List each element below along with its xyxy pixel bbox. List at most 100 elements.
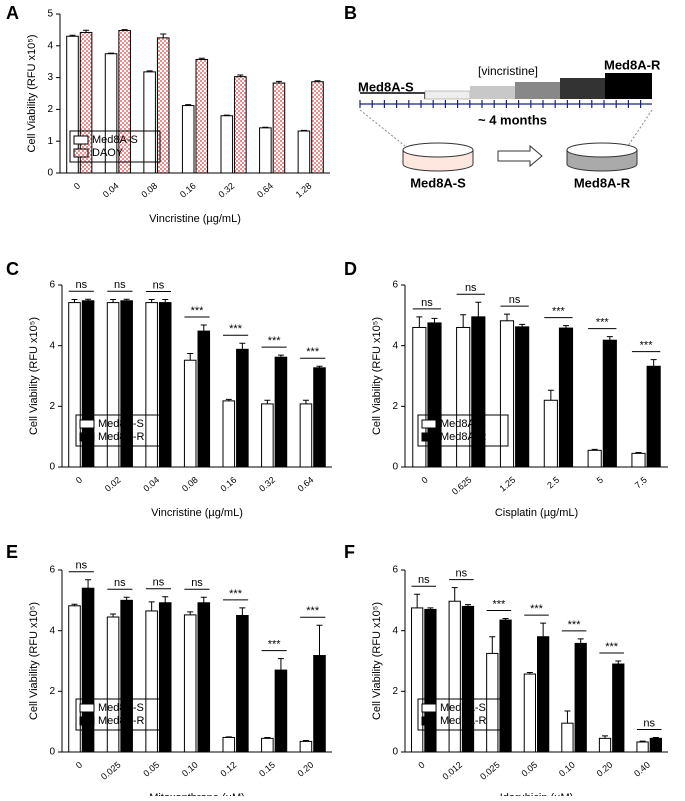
bar <box>261 737 274 753</box>
legend-box <box>75 698 167 731</box>
x-tick-label: 0 <box>74 760 84 771</box>
error-bar <box>302 739 309 742</box>
bar <box>81 300 95 468</box>
error-bar <box>110 299 117 303</box>
bar <box>424 608 437 753</box>
error-bar <box>300 129 307 132</box>
y-tick-label: 4 <box>49 625 55 636</box>
bar <box>158 302 172 468</box>
bar <box>587 449 602 468</box>
bar <box>313 367 326 468</box>
error-bar <box>162 299 169 303</box>
bar <box>313 655 326 753</box>
error-bar <box>146 70 153 72</box>
error-bar <box>277 658 284 671</box>
significance-label: ns <box>421 297 433 309</box>
significance-label: ns <box>153 577 165 589</box>
y-axis-label: Cell Viability (RFU x10⁵) <box>28 317 40 435</box>
error-bar <box>200 596 207 603</box>
error-bar <box>519 323 526 327</box>
x-tick-label: 0.12 <box>219 760 239 779</box>
y-tick-label: 2 <box>49 686 55 697</box>
significance-label: *** <box>306 346 320 358</box>
y-axis-label: Cell Viability (RFU x10⁵) <box>28 602 40 720</box>
bar <box>261 403 274 468</box>
stair <box>605 73 652 99</box>
stair <box>424 90 471 100</box>
y-tick-label: 0 <box>49 747 55 758</box>
bar <box>558 327 574 468</box>
error-bar <box>110 613 117 618</box>
error-bar <box>564 710 571 724</box>
legend-label: Med8A-S <box>98 702 144 714</box>
bar <box>299 403 313 468</box>
legend-box <box>75 414 167 447</box>
diagram-label: ~ 4 months <box>478 112 547 127</box>
y-tick-label: 0 <box>392 462 398 473</box>
arrow <box>497 144 543 168</box>
significance-label: *** <box>552 306 566 318</box>
bar <box>236 348 249 468</box>
bar <box>156 37 170 174</box>
error-bar <box>602 735 609 739</box>
error-bar <box>185 104 192 106</box>
diagram-label: Med8A-R <box>574 175 631 190</box>
legend-swatch <box>421 419 437 429</box>
error-bar <box>652 736 659 739</box>
y-axis-label: Cell Viability (RFU x10⁵) <box>371 602 383 720</box>
error-bar <box>650 359 657 367</box>
y-tick-label: 2 <box>392 686 398 697</box>
legend-label: Med8A-R <box>440 715 487 727</box>
x-tick-label: 0.40 <box>632 760 652 779</box>
legend-label: Med8A-S <box>440 418 486 430</box>
stair <box>515 82 560 99</box>
legend-swatch <box>421 716 437 726</box>
error-bar <box>71 603 78 606</box>
bar <box>272 82 286 174</box>
error-bar <box>223 114 230 116</box>
y-tick-label: 2 <box>49 401 55 412</box>
x-tick-label: 0.64 <box>296 475 316 494</box>
x-tick-label: 0.32 <box>257 475 277 494</box>
error-bar <box>427 607 434 610</box>
error-bar <box>414 593 421 608</box>
x-tick-label: 0.16 <box>219 475 239 494</box>
x-tick-label: 0.025 <box>99 760 123 782</box>
y-tick-label: 0 <box>47 168 53 179</box>
error-bar <box>562 325 569 329</box>
x-tick-label: 0.10 <box>557 760 577 779</box>
error-bar <box>83 29 90 33</box>
panel-label: E <box>6 542 18 562</box>
x-tick-label: 2.5 <box>545 475 561 491</box>
error-bar <box>314 80 321 82</box>
significance-label: ns <box>418 574 430 586</box>
bar <box>183 614 197 753</box>
error-bar <box>237 74 244 77</box>
legend-box <box>417 414 509 447</box>
significance-label: *** <box>229 588 243 600</box>
legend-swatch <box>79 432 95 442</box>
y-tick-label: 6 <box>49 280 55 291</box>
error-bar <box>475 301 482 317</box>
legend-label: DAOY <box>92 147 124 159</box>
error-bar <box>225 398 232 401</box>
error-bar <box>148 601 155 611</box>
error-bar <box>489 636 496 654</box>
error-bar <box>431 317 438 323</box>
error-bar <box>606 336 613 341</box>
significance-label: ns <box>75 560 87 572</box>
significance-label: *** <box>605 641 619 653</box>
y-tick-label: 4 <box>392 340 398 351</box>
dish <box>566 142 638 158</box>
bar <box>274 669 288 753</box>
error-bar <box>85 298 92 301</box>
x-tick-label: 0.16 <box>178 181 198 200</box>
bar <box>598 737 612 753</box>
bar <box>195 58 209 174</box>
y-tick-label: 0 <box>49 462 55 473</box>
error-bar <box>615 660 622 665</box>
stair <box>560 78 605 99</box>
legend-swatch <box>421 432 437 442</box>
error-bar <box>277 354 284 358</box>
